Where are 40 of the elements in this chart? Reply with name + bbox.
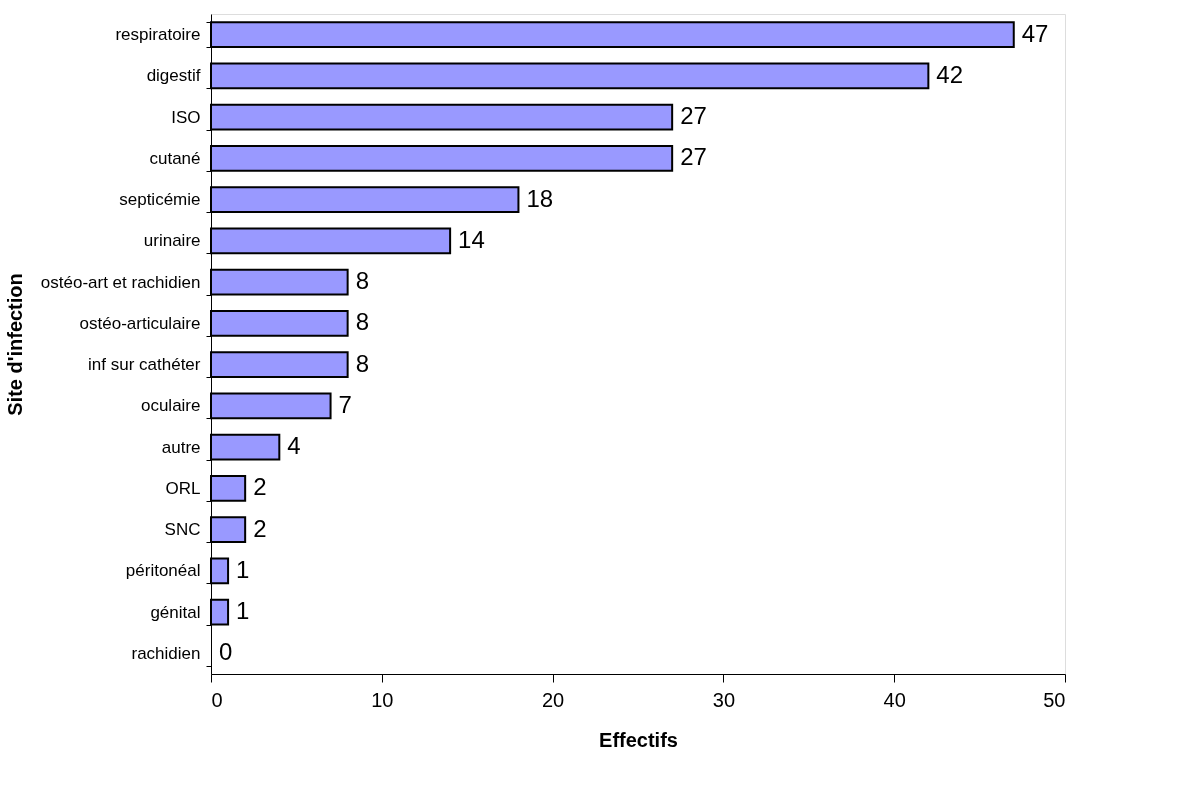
y-tick-label: cutané [149, 148, 201, 168]
data-label: 42 [936, 60, 964, 88]
y-tick-label: rachidien [131, 643, 201, 663]
data-label: 1 [236, 555, 250, 583]
x-axis-title: Effectifs [599, 728, 678, 751]
data-label: 18 [526, 184, 554, 212]
data-label: 7 [338, 390, 352, 418]
data-label: 1 [236, 597, 250, 625]
data-label: 47 [1021, 19, 1049, 47]
y-axis-title: Site d'infection [3, 273, 26, 416]
data-label: 14 [458, 225, 485, 253]
data-label: 8 [355, 349, 369, 377]
y-tick-label: ostéo-articulaire [79, 313, 201, 333]
data-label: 0 [219, 638, 233, 666]
y-tick-label: ORL [165, 478, 201, 498]
data-label: 27 [680, 143, 707, 171]
y-tick-label: respiratoire [115, 25, 201, 45]
x-tick-label: 40 [883, 688, 906, 711]
x-tick-label: 0 [211, 688, 223, 711]
data-label: 2 [253, 514, 267, 542]
x-tick-label: 30 [712, 688, 736, 711]
y-tick-label: autre [161, 437, 201, 457]
data-label: 8 [355, 267, 369, 295]
y-tick-label: SNC [164, 520, 201, 540]
x-tick-label: 10 [371, 688, 394, 711]
x-tick-label: 20 [541, 688, 565, 711]
data-label: 2 [253, 473, 267, 501]
y-tick-label: digestif [146, 66, 201, 86]
y-tick-label: oculaire [140, 396, 201, 416]
y-tick-label: ISO [171, 107, 201, 127]
y-tick-label: inf sur cathéter [88, 355, 201, 375]
data-label: 4 [287, 432, 301, 460]
y-tick-label: génital [150, 602, 201, 622]
data-label: 8 [355, 308, 369, 336]
data-label: 27 [680, 102, 707, 130]
x-tick-label: 50 [1043, 688, 1066, 711]
y-tick-label: péritonéal [125, 561, 201, 581]
y-tick-label: septicémie [119, 190, 201, 210]
y-tick-label: urinaire [143, 231, 201, 251]
y-tick-label: ostéo-art et rachidien [40, 272, 201, 292]
